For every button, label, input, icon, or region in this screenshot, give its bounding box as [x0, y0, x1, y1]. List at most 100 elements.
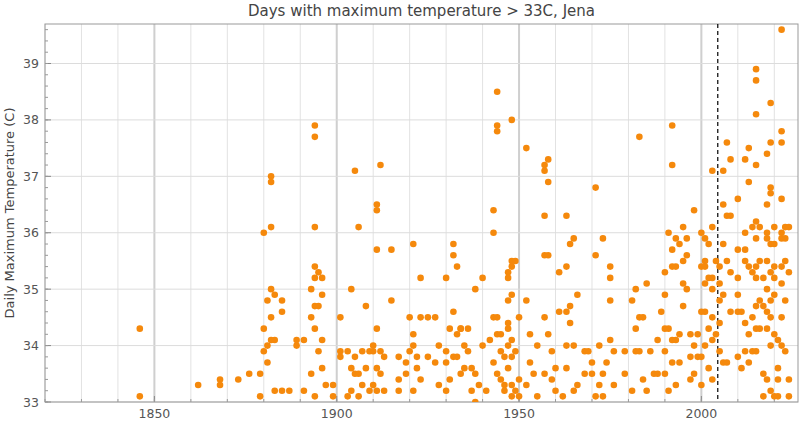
- point: [330, 393, 337, 400]
- point: [279, 297, 286, 304]
- point: [312, 134, 319, 141]
- point: [308, 286, 315, 293]
- x-tick-label: 1900: [321, 406, 353, 421]
- grid-line: [45, 119, 798, 120]
- point: [669, 162, 676, 169]
- point: [749, 224, 756, 231]
- point: [760, 393, 767, 400]
- point: [370, 348, 377, 355]
- point: [603, 359, 610, 366]
- point: [337, 348, 344, 355]
- point: [501, 382, 508, 389]
- point: [363, 365, 370, 372]
- point: [632, 286, 639, 293]
- x-tick: [154, 396, 155, 402]
- title: Days with maximum temperature > 33C, Jen…: [248, 2, 595, 20]
- point: [702, 280, 709, 287]
- point: [778, 128, 785, 135]
- point: [643, 387, 650, 394]
- point: [490, 359, 497, 366]
- point: [716, 348, 723, 355]
- point: [293, 342, 300, 349]
- point: [611, 382, 618, 389]
- point: [658, 308, 665, 315]
- point: [600, 235, 607, 242]
- point: [775, 376, 782, 383]
- point: [377, 348, 384, 355]
- point: [443, 275, 450, 282]
- point: [344, 348, 351, 355]
- point: [432, 314, 439, 321]
- point: [767, 269, 774, 276]
- point: [654, 337, 661, 344]
- point: [490, 229, 497, 236]
- point: [647, 348, 654, 355]
- point: [771, 241, 778, 248]
- point: [483, 387, 490, 394]
- point: [417, 376, 424, 383]
- point: [775, 365, 782, 372]
- point: [508, 263, 515, 270]
- point: [753, 263, 760, 270]
- point: [581, 370, 588, 377]
- point: [786, 393, 793, 400]
- point: [596, 342, 603, 349]
- point: [319, 292, 326, 299]
- point: [607, 297, 614, 304]
- point: [745, 145, 752, 152]
- point: [782, 297, 789, 304]
- point: [673, 235, 680, 242]
- point: [775, 337, 782, 344]
- point: [720, 167, 727, 174]
- point: [654, 370, 661, 377]
- point: [450, 308, 457, 315]
- point: [709, 314, 716, 321]
- point: [640, 376, 647, 383]
- point: [782, 235, 789, 242]
- point: [556, 308, 563, 315]
- point: [425, 314, 432, 321]
- point: [764, 258, 771, 265]
- y-tick: [45, 63, 51, 64]
- point: [508, 337, 515, 344]
- point: [687, 376, 694, 383]
- point: [636, 134, 643, 141]
- x-tick-label: 1850: [138, 406, 170, 421]
- point: [680, 258, 687, 265]
- point: [454, 331, 461, 338]
- point: [567, 320, 574, 327]
- point: [137, 325, 144, 332]
- point: [709, 337, 716, 344]
- point: [319, 365, 326, 372]
- point: [778, 139, 785, 146]
- point: [494, 122, 501, 129]
- point: [505, 325, 512, 332]
- point: [662, 370, 669, 377]
- point: [742, 348, 749, 355]
- point: [611, 348, 618, 355]
- point: [556, 269, 563, 276]
- point: [505, 269, 512, 276]
- point: [195, 382, 202, 389]
- point: [720, 201, 727, 208]
- point: [753, 66, 760, 73]
- point: [374, 207, 381, 214]
- point: [680, 303, 687, 310]
- point: [680, 224, 687, 231]
- point: [436, 382, 443, 389]
- point: [727, 213, 734, 220]
- point: [436, 342, 443, 349]
- point: [753, 77, 760, 84]
- point: [778, 280, 785, 287]
- point: [312, 325, 319, 332]
- point: [472, 286, 479, 293]
- point: [694, 331, 701, 338]
- point: [727, 269, 734, 276]
- point: [705, 241, 712, 248]
- point: [702, 342, 709, 349]
- x-tick: [336, 396, 337, 402]
- point: [665, 325, 672, 332]
- y-tick: [45, 232, 51, 233]
- point: [443, 387, 450, 394]
- point: [417, 275, 424, 282]
